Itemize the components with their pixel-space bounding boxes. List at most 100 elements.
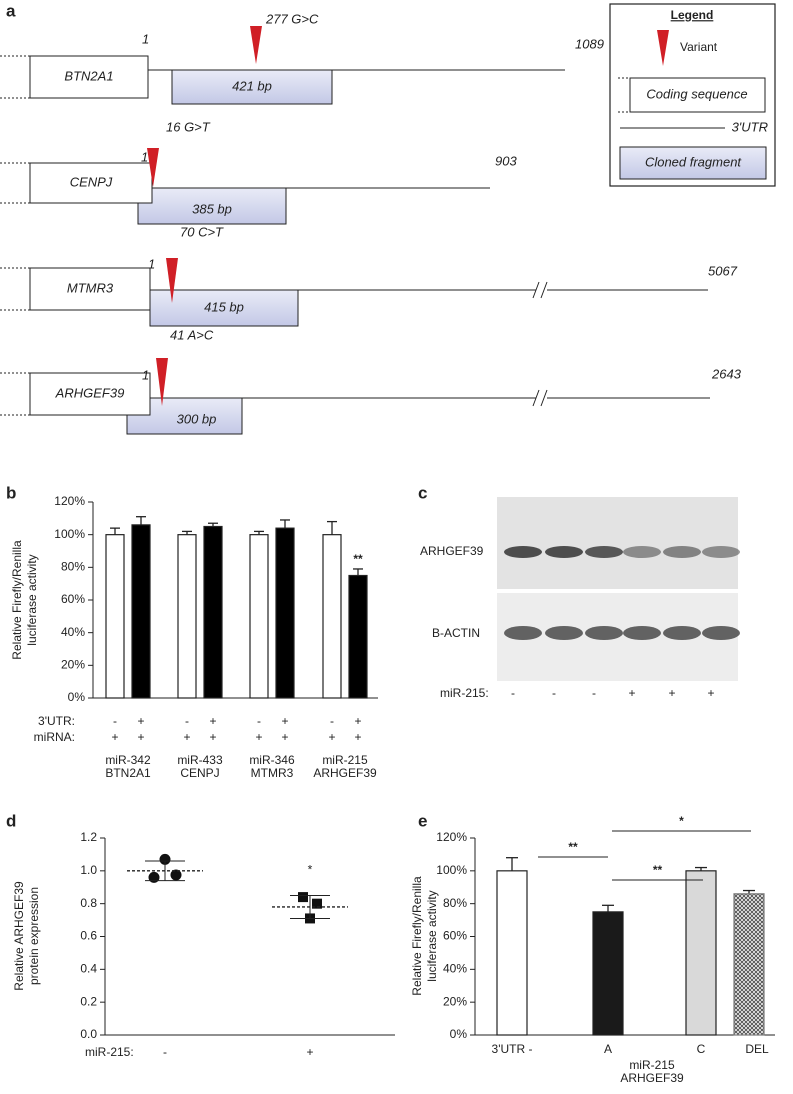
- significance: **: [653, 863, 663, 877]
- gene-name: CENPJ: [70, 174, 113, 189]
- band: [545, 626, 583, 640]
- x-tick-label: 3'UTR -: [492, 1042, 533, 1056]
- lane-sign: -: [511, 686, 515, 700]
- x-tick-label: CENPJ: [180, 766, 219, 780]
- legend-fragment: [619, 146, 767, 180]
- band: [585, 546, 623, 558]
- bar: [348, 574, 368, 699]
- bar: [105, 534, 125, 699]
- row-sign: +: [209, 730, 216, 744]
- blot-row-label: ARHGEF39: [420, 544, 484, 558]
- bar: [275, 527, 295, 699]
- bar: [322, 534, 342, 699]
- row-sign: +: [281, 730, 288, 744]
- y-tick-label: 80%: [61, 560, 85, 574]
- group-label: ARHGEF39: [620, 1071, 684, 1085]
- row-sign: +: [354, 730, 361, 744]
- coding-sequence: [29, 372, 151, 416]
- significance: *: [308, 863, 313, 877]
- x-tick-label: miR-342: [105, 753, 151, 767]
- row-sign: +: [281, 714, 288, 728]
- lane-sign: -: [592, 686, 596, 700]
- legend-title: Legend: [671, 8, 714, 22]
- x-axis-label: miR-215:: [85, 1045, 134, 1059]
- variant-marker: [250, 26, 262, 64]
- data-point: [148, 871, 160, 883]
- legend-label: Cloned fragment: [645, 154, 742, 169]
- x-tick-label: miR-215: [322, 753, 368, 767]
- row-sign: +: [137, 714, 144, 728]
- x-tick-label: ARHGEF39: [313, 766, 377, 780]
- x-tick-label: -: [163, 1045, 167, 1059]
- start-position: 1: [141, 149, 148, 164]
- y-tick-label: 0%: [450, 1027, 468, 1041]
- fragment-size: 421 bp: [232, 78, 272, 93]
- gene-name: BTN2A1: [64, 68, 113, 83]
- legend-label: Coding sequence: [646, 86, 747, 101]
- x-tick-label: BTN2A1: [105, 766, 151, 780]
- row-sign: +: [137, 730, 144, 744]
- row-sign: -: [257, 714, 261, 728]
- band: [702, 546, 740, 558]
- y-axis-label: Relative ARHGEF39: [12, 881, 26, 991]
- legend-variant: [657, 30, 669, 66]
- significance: **: [353, 552, 363, 566]
- x-tick-label: DEL: [745, 1042, 769, 1056]
- coding-sequence: [29, 55, 149, 99]
- panel-letter: e: [418, 811, 427, 830]
- bar: [177, 534, 197, 699]
- data-point: [159, 853, 171, 865]
- utr-length: 903: [495, 153, 517, 168]
- y-tick-label: 80%: [443, 896, 467, 910]
- blot-condition: miR-215:: [440, 686, 489, 700]
- significance: *: [679, 814, 684, 828]
- y-tick-label: 1.2: [80, 830, 97, 844]
- gene-name: ARHGEF39: [55, 385, 125, 400]
- row-sign: -: [113, 714, 117, 728]
- panel-letter: b: [6, 483, 16, 502]
- x-tick-label: A: [604, 1042, 612, 1056]
- y-tick-label: 0.8: [80, 896, 97, 910]
- y-tick-label: 100%: [436, 863, 467, 877]
- panel-letter: d: [6, 811, 16, 830]
- x-tick-label: C: [697, 1042, 706, 1056]
- cloned-fragment: [171, 69, 333, 105]
- gene-name: MTMR3: [67, 280, 114, 295]
- variant-label: 277 G>C: [265, 11, 319, 26]
- y-tick-label: 0.2: [80, 994, 97, 1008]
- band: [504, 626, 542, 640]
- row-sign: +: [328, 730, 335, 744]
- y-axis-label: Relative Firefly/Renilla: [10, 540, 24, 660]
- break-mark: [540, 281, 548, 299]
- y-tick-label: 40%: [443, 962, 467, 976]
- y-axis-label: protein expression: [27, 887, 41, 985]
- band: [663, 626, 701, 640]
- start-position: 1: [142, 367, 149, 382]
- row-sign: -: [330, 714, 334, 728]
- row-sign: +: [255, 730, 262, 744]
- y-tick-label: 0.4: [80, 962, 97, 976]
- blot-upper: [497, 497, 738, 589]
- band: [623, 626, 661, 640]
- y-tick-label: 20%: [443, 994, 467, 1008]
- variant-marker: [166, 258, 178, 303]
- y-axis-label: luciferase activity: [25, 554, 39, 645]
- bar: [733, 893, 765, 1036]
- fragment-size: 415 bp: [204, 299, 244, 314]
- data-point: [170, 869, 182, 881]
- y-tick-label: 20%: [61, 658, 85, 672]
- band: [663, 546, 701, 558]
- y-axis-label: luciferase activity: [425, 890, 439, 981]
- fragment-size: 385 bp: [192, 201, 232, 216]
- start-position: 1: [148, 256, 155, 271]
- lane-sign: -: [552, 686, 556, 700]
- row-sign: +: [111, 730, 118, 744]
- row-label: 3'UTR:: [38, 714, 75, 728]
- y-tick-label: 120%: [54, 494, 85, 508]
- data-point: [312, 898, 322, 909]
- variant-label: 16 G>T: [166, 119, 211, 134]
- band: [623, 546, 661, 558]
- y-tick-label: 0%: [68, 690, 86, 704]
- row-sign: +: [354, 714, 361, 728]
- lane-sign: +: [668, 686, 675, 700]
